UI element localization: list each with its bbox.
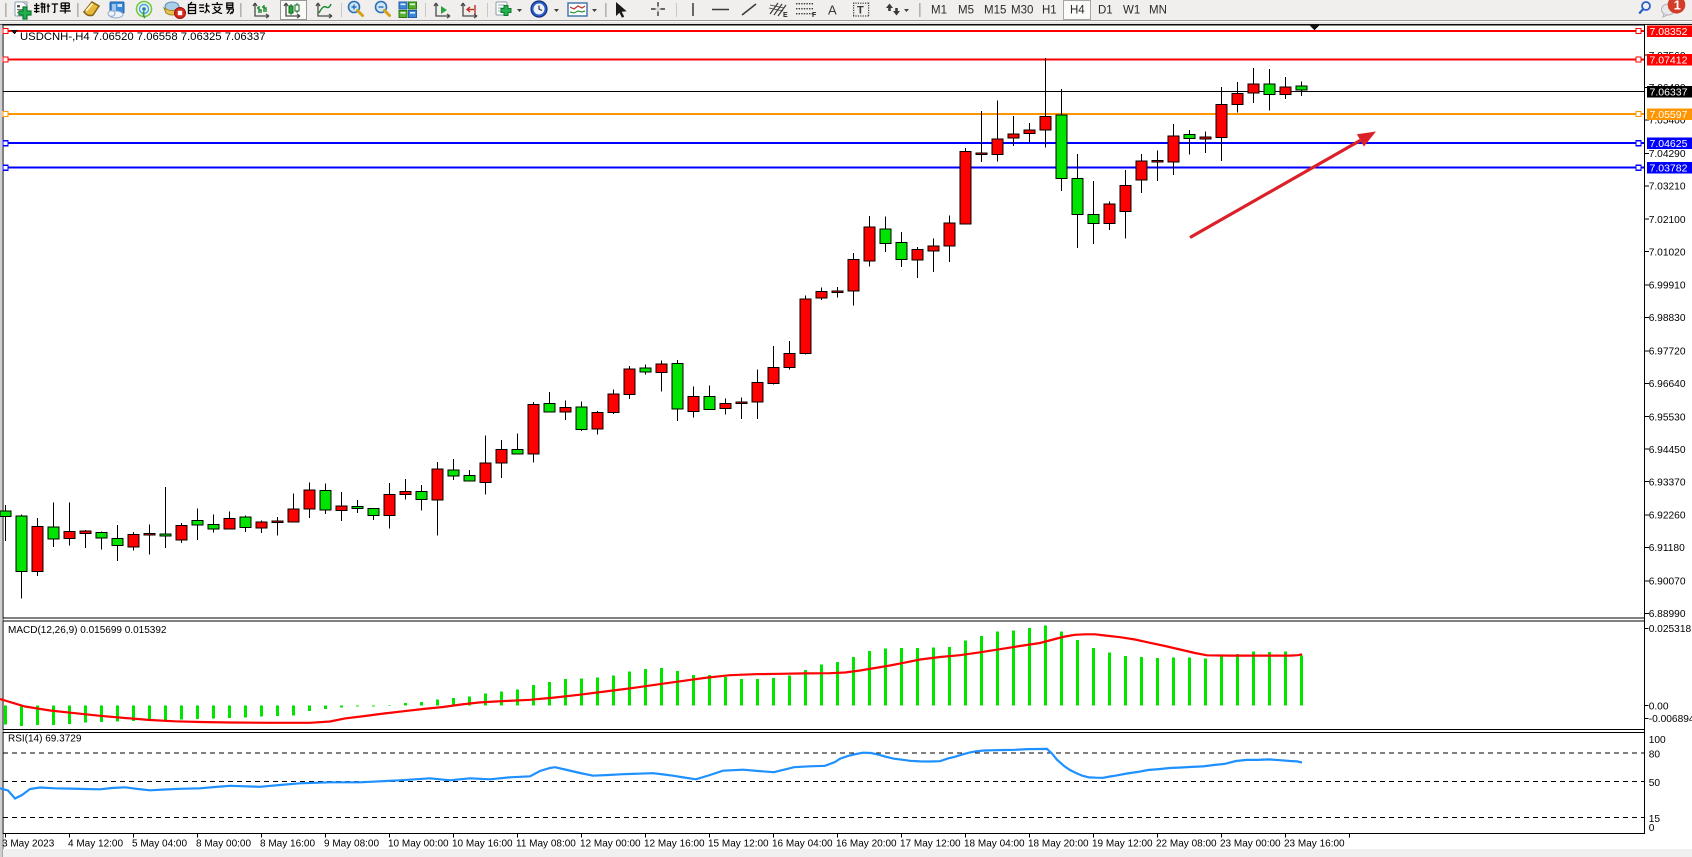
svg-text:50: 50 xyxy=(1649,778,1661,789)
svg-text:M15: M15 xyxy=(984,5,1006,17)
svg-text:H4: H4 xyxy=(1070,5,1085,17)
svg-text:12 May 16:00: 12 May 16:00 xyxy=(644,839,705,850)
svg-text:M30: M30 xyxy=(1011,5,1033,17)
svg-text:H1: H1 xyxy=(1042,5,1057,17)
svg-text:7.04290: 7.04290 xyxy=(1649,149,1686,160)
svg-text:7.01020: 7.01020 xyxy=(1649,247,1686,258)
svg-text:A: A xyxy=(828,3,837,18)
svg-text:16 May 04:00: 16 May 04:00 xyxy=(772,839,833,850)
svg-text:19 May 12:00: 19 May 12:00 xyxy=(1092,839,1153,850)
svg-text:23 May 00:00: 23 May 00:00 xyxy=(1220,839,1281,850)
svg-text:100: 100 xyxy=(1649,735,1666,746)
svg-text:7.08352: 7.08352 xyxy=(1650,26,1688,38)
svg-text:16 May 20:00: 16 May 20:00 xyxy=(836,839,897,850)
svg-text:3 May 2023: 3 May 2023 xyxy=(2,839,55,850)
svg-text:7.03210: 7.03210 xyxy=(1649,182,1686,193)
svg-text:15 May 12:00: 15 May 12:00 xyxy=(708,839,769,850)
svg-text:6.99910: 6.99910 xyxy=(1649,281,1686,292)
svg-text:18 May 04:00: 18 May 04:00 xyxy=(964,839,1025,850)
svg-text:6.92260: 6.92260 xyxy=(1649,511,1686,522)
svg-text:9 May 08:00: 9 May 08:00 xyxy=(324,839,379,850)
svg-text:M5: M5 xyxy=(958,5,974,17)
svg-text:15: 15 xyxy=(1649,814,1661,825)
svg-text:7.04625: 7.04625 xyxy=(1650,138,1688,150)
svg-text:7.03782: 7.03782 xyxy=(1650,163,1688,175)
svg-text:6.95530: 6.95530 xyxy=(1649,412,1686,423)
svg-text:80: 80 xyxy=(1649,750,1661,761)
svg-text:10 May 00:00: 10 May 00:00 xyxy=(388,839,449,850)
svg-text:23 May 16:00: 23 May 16:00 xyxy=(1284,839,1345,850)
svg-text:6.90070: 6.90070 xyxy=(1649,577,1686,588)
svg-text:6.97720: 6.97720 xyxy=(1649,347,1686,358)
svg-text:MN: MN xyxy=(1149,5,1167,17)
svg-text:M1: M1 xyxy=(931,5,947,17)
svg-text:7.06337: 7.06337 xyxy=(1650,86,1688,98)
svg-text:E: E xyxy=(783,12,788,19)
svg-text:6.91180: 6.91180 xyxy=(1649,543,1685,554)
svg-text:8 May 00:00: 8 May 00:00 xyxy=(196,839,251,850)
svg-text:8 May 16:00: 8 May 16:00 xyxy=(260,839,315,850)
svg-text:RSI(14) 69.3729: RSI(14) 69.3729 xyxy=(8,734,82,745)
svg-text:1: 1 xyxy=(1674,0,1681,12)
svg-text:0: 0 xyxy=(1649,823,1655,834)
svg-text:0.00: 0.00 xyxy=(1649,701,1669,712)
svg-text:7.05400: 7.05400 xyxy=(1649,116,1686,127)
svg-text:12 May 00:00: 12 May 00:00 xyxy=(580,839,641,850)
svg-text:6.94450: 6.94450 xyxy=(1649,445,1686,456)
svg-text:6.93370: 6.93370 xyxy=(1649,477,1686,488)
svg-text:11 May 08:00: 11 May 08:00 xyxy=(516,839,576,850)
svg-text:5 May 04:00: 5 May 04:00 xyxy=(132,839,187,850)
svg-text:6.96640: 6.96640 xyxy=(1649,379,1686,390)
svg-text:USDCNH-,H4 7.06520 7.06558 7.: USDCNH-,H4 7.06520 7.06558 7.06325 7.063… xyxy=(20,31,266,43)
svg-text:7.07412: 7.07412 xyxy=(1650,54,1688,66)
svg-text:10 May 16:00: 10 May 16:00 xyxy=(452,839,513,850)
svg-text:MACD(12,26,9) 0.015699 0.01539: MACD(12,26,9) 0.015699 0.015392 xyxy=(8,625,167,636)
svg-text:W1: W1 xyxy=(1123,5,1140,17)
svg-text:D1: D1 xyxy=(1098,5,1113,17)
svg-text:4 May 12:00: 4 May 12:00 xyxy=(68,839,123,850)
svg-text:-0.006894: -0.006894 xyxy=(1649,714,1692,725)
svg-text:6.88990: 6.88990 xyxy=(1649,609,1686,620)
svg-text:T: T xyxy=(857,5,864,17)
svg-text:7.02100: 7.02100 xyxy=(1649,215,1686,226)
svg-text:0.025318: 0.025318 xyxy=(1649,624,1692,635)
svg-text:7.05597: 7.05597 xyxy=(1650,109,1688,121)
svg-text:22 May 08:00: 22 May 08:00 xyxy=(1156,839,1217,850)
svg-text:6.98830: 6.98830 xyxy=(1649,313,1686,324)
svg-text:F: F xyxy=(812,12,817,19)
svg-text:17 May 12:00: 17 May 12:00 xyxy=(900,839,961,850)
svg-text:18 May 20:00: 18 May 20:00 xyxy=(1028,839,1089,850)
